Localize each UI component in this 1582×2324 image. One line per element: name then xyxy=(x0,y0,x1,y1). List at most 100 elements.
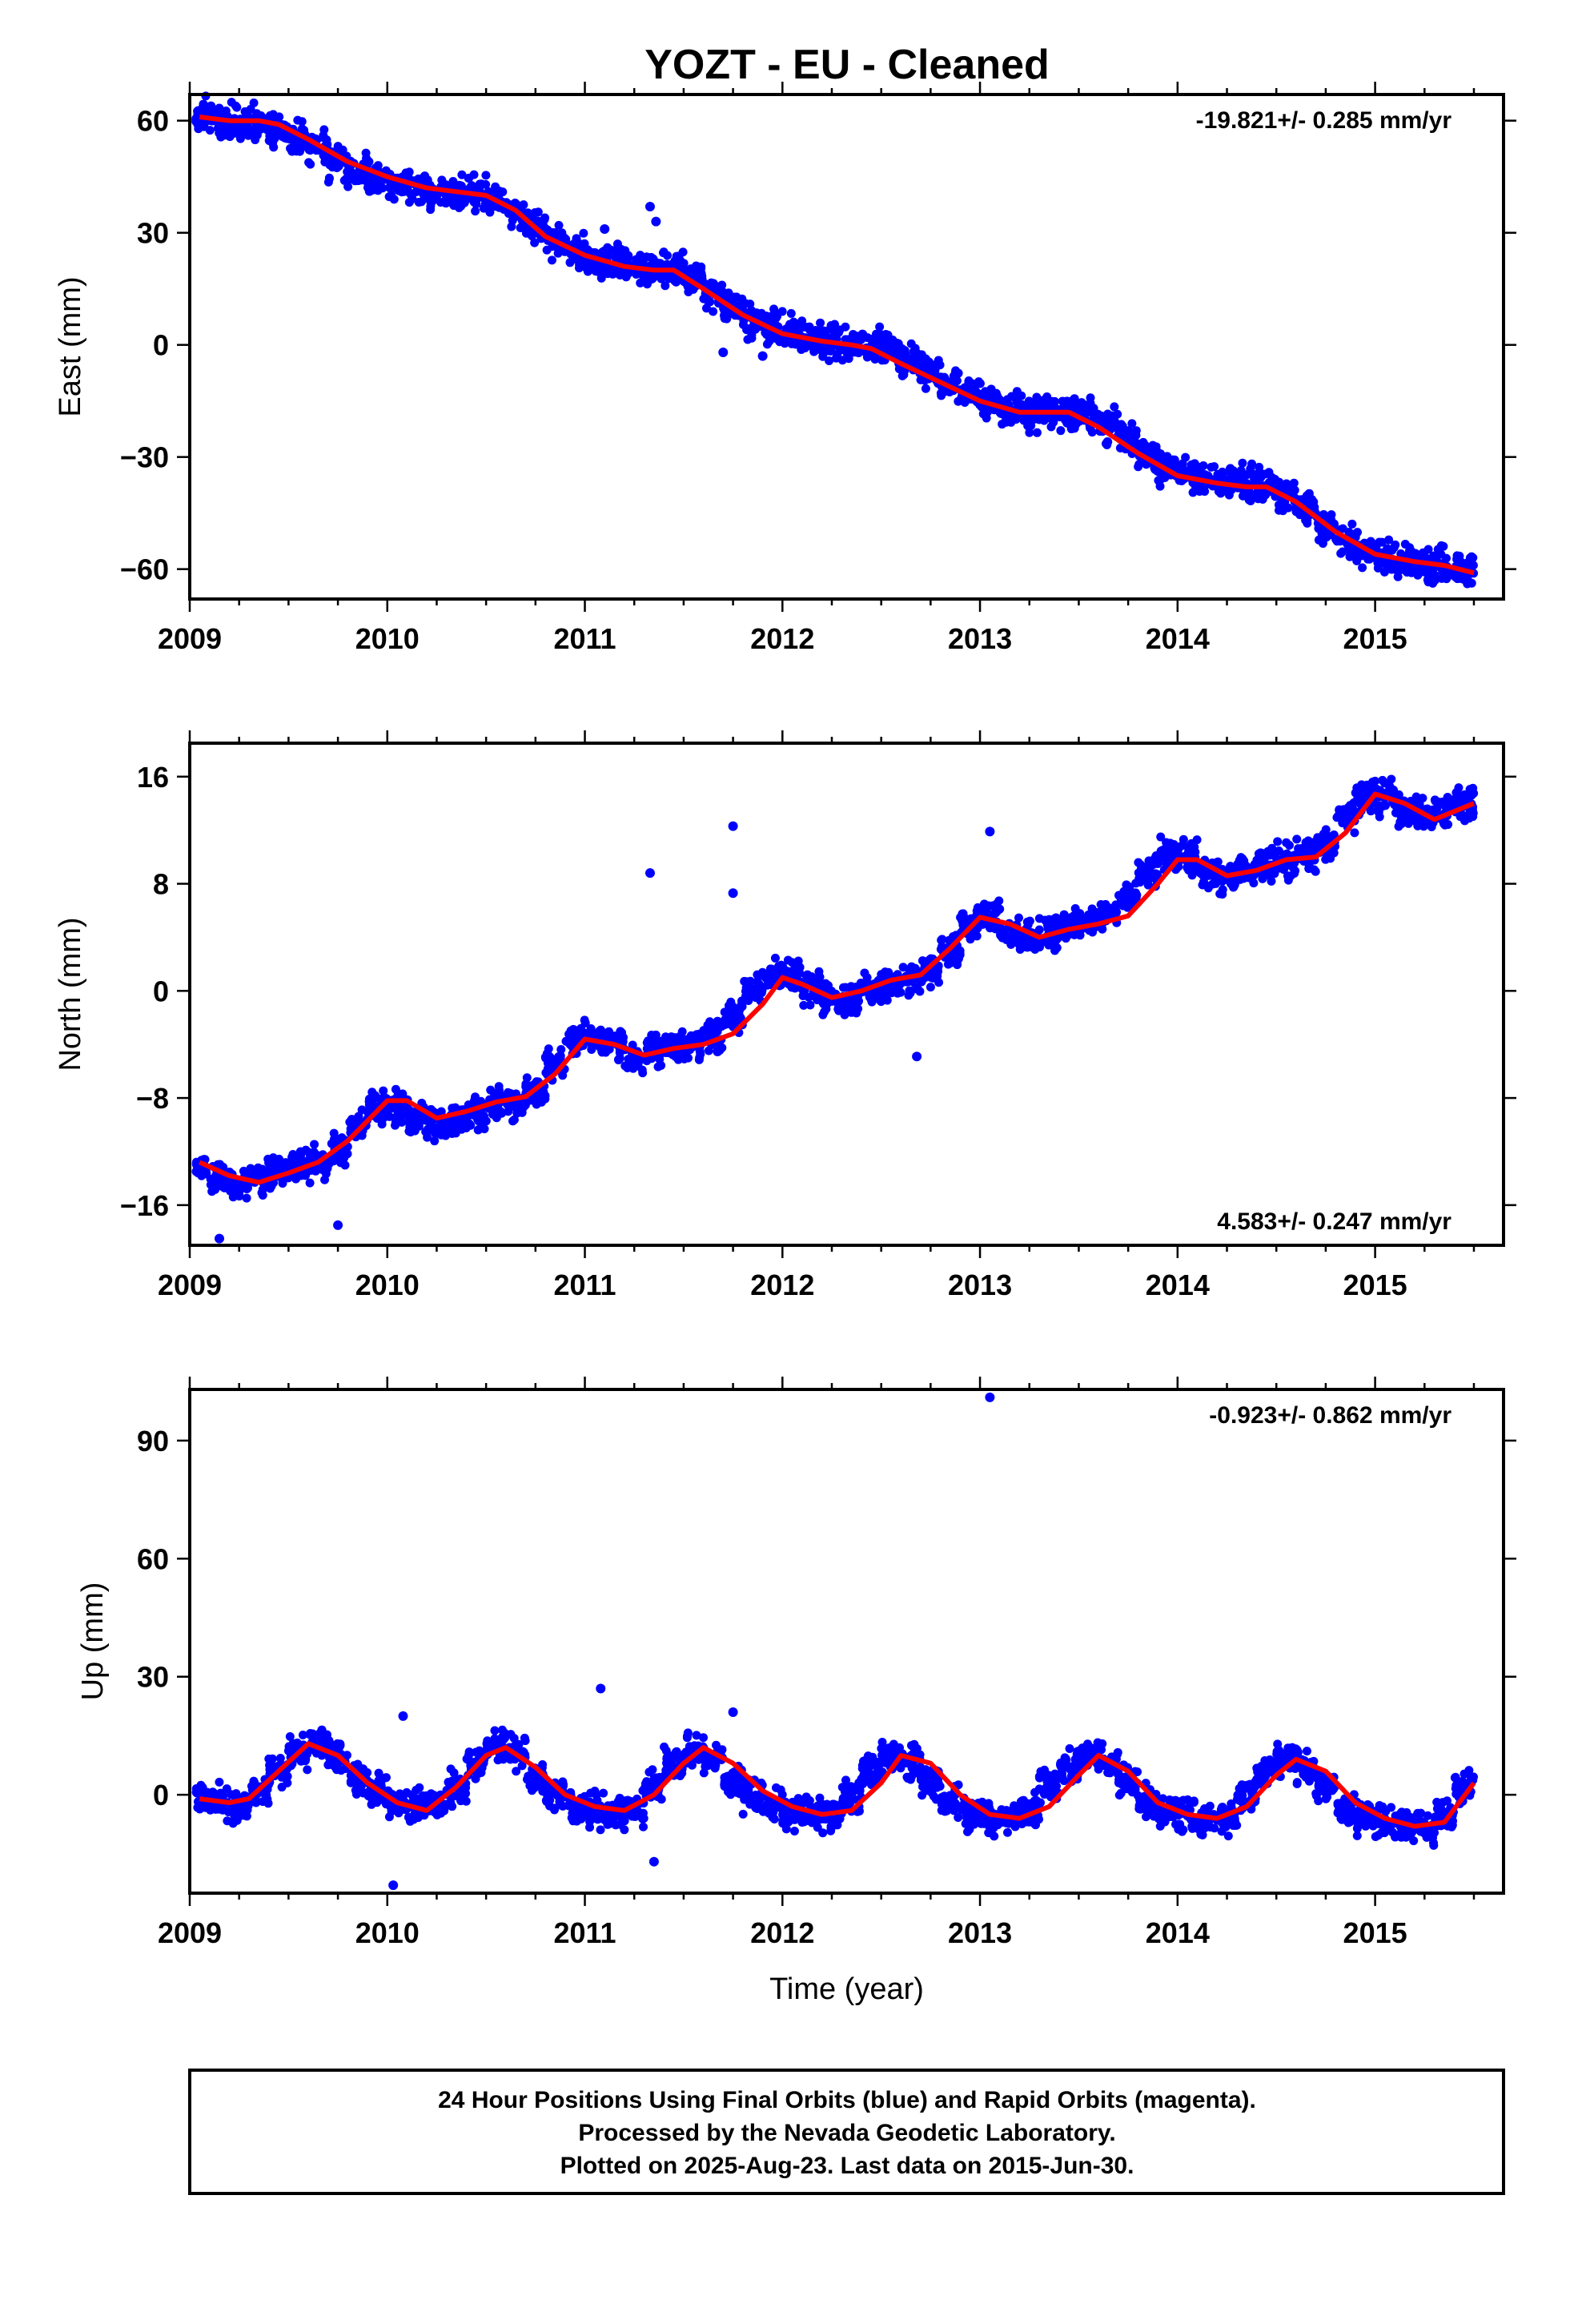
data-point xyxy=(877,970,886,979)
panel-north: 2009 2010 2011 2012 2013 2014 20151680−8−16Nor… xyxy=(54,730,1516,1301)
data-point xyxy=(1391,808,1400,818)
data-point xyxy=(1239,856,1249,866)
data-point xyxy=(1101,899,1110,909)
x-tick-label: 2009 xyxy=(158,1269,222,1301)
data-point xyxy=(1273,837,1283,846)
data-point xyxy=(1040,915,1050,925)
x-tick-label: 2013 xyxy=(948,1269,1012,1301)
data-point xyxy=(1026,417,1035,427)
data-point xyxy=(267,1160,277,1170)
data-point xyxy=(1122,880,1131,890)
data-point xyxy=(679,259,689,268)
data-point xyxy=(498,187,508,197)
data-point xyxy=(902,354,912,364)
data-point xyxy=(769,970,779,979)
outlier-point xyxy=(912,1051,922,1062)
data-point xyxy=(1198,880,1207,890)
data-point xyxy=(361,148,371,158)
data-point xyxy=(674,251,684,261)
data-point xyxy=(247,1781,256,1791)
data-point xyxy=(205,126,215,135)
data-point xyxy=(794,965,804,975)
data-point xyxy=(554,246,564,255)
data-point xyxy=(574,239,584,248)
data-point xyxy=(1358,563,1367,573)
points-up xyxy=(191,1392,1478,1891)
data-point xyxy=(960,383,970,392)
data-point xyxy=(837,356,847,365)
outlier-point xyxy=(600,224,610,234)
data-point xyxy=(651,1030,661,1039)
data-point xyxy=(333,142,343,151)
data-point xyxy=(233,122,243,131)
data-point xyxy=(612,239,622,249)
data-point xyxy=(769,304,779,314)
data-point xyxy=(1138,437,1148,447)
data-point xyxy=(351,176,360,186)
data-point xyxy=(685,265,695,275)
data-point xyxy=(426,202,436,211)
x-tick-label: 2011 xyxy=(553,1269,616,1301)
data-point xyxy=(770,953,780,963)
data-point xyxy=(799,1000,809,1010)
data-point xyxy=(1259,856,1268,866)
data-point xyxy=(1238,458,1247,468)
data-point xyxy=(720,314,729,324)
data-point xyxy=(324,155,334,164)
data-point xyxy=(343,166,353,175)
data-point xyxy=(992,899,1002,909)
data-point xyxy=(1339,808,1348,818)
data-point xyxy=(854,996,864,1006)
data-point xyxy=(1226,464,1235,473)
data-point xyxy=(206,1174,215,1184)
data-point xyxy=(1283,849,1292,858)
data-point xyxy=(1350,828,1359,838)
data-point xyxy=(1032,428,1042,437)
data-point xyxy=(533,207,543,217)
data-point xyxy=(227,98,236,107)
data-point xyxy=(364,157,374,167)
data-point xyxy=(1439,541,1448,551)
y-tick-label: 8 xyxy=(153,868,169,901)
data-point xyxy=(1274,846,1283,856)
data-point xyxy=(464,173,474,183)
x-tick-label: 2009 xyxy=(158,622,222,655)
data-point xyxy=(1025,428,1034,437)
panel-east: 2009 2010 2011 2012 2013 2014 201560300−30−60E… xyxy=(54,82,1516,655)
figure-title: YOZT - EU - Cleaned xyxy=(644,42,1050,88)
data-point xyxy=(1441,553,1451,563)
rate-label-east: -19.821+/- 0.285 mm/yr xyxy=(1196,107,1452,134)
data-point xyxy=(206,1805,215,1815)
data-point xyxy=(1178,834,1188,844)
y-tick-label: 30 xyxy=(137,217,169,250)
data-point xyxy=(481,171,491,180)
data-point xyxy=(367,1799,376,1809)
data-point xyxy=(1007,392,1017,401)
data-point xyxy=(1034,925,1044,935)
data-point xyxy=(474,1124,484,1134)
data-point xyxy=(485,207,495,217)
data-point xyxy=(489,1089,499,1099)
data-point xyxy=(1338,818,1347,828)
data-point xyxy=(1178,464,1187,473)
data-point xyxy=(329,1135,339,1144)
data-point xyxy=(1430,795,1439,805)
data-point xyxy=(653,1062,663,1072)
data-point xyxy=(1086,393,1095,403)
data-point xyxy=(1282,838,1291,847)
data-point xyxy=(762,340,772,349)
data-point xyxy=(1460,811,1469,821)
data-point xyxy=(579,228,588,238)
data-point xyxy=(343,182,353,191)
data-point xyxy=(268,110,278,119)
data-point xyxy=(743,335,753,344)
data-point xyxy=(648,274,657,283)
data-point xyxy=(340,1160,350,1170)
data-point xyxy=(1182,862,1192,872)
data-point xyxy=(1468,812,1478,822)
data-point xyxy=(1087,407,1097,416)
data-point xyxy=(743,324,753,333)
data-point xyxy=(1382,561,1391,570)
data-point xyxy=(642,252,652,262)
